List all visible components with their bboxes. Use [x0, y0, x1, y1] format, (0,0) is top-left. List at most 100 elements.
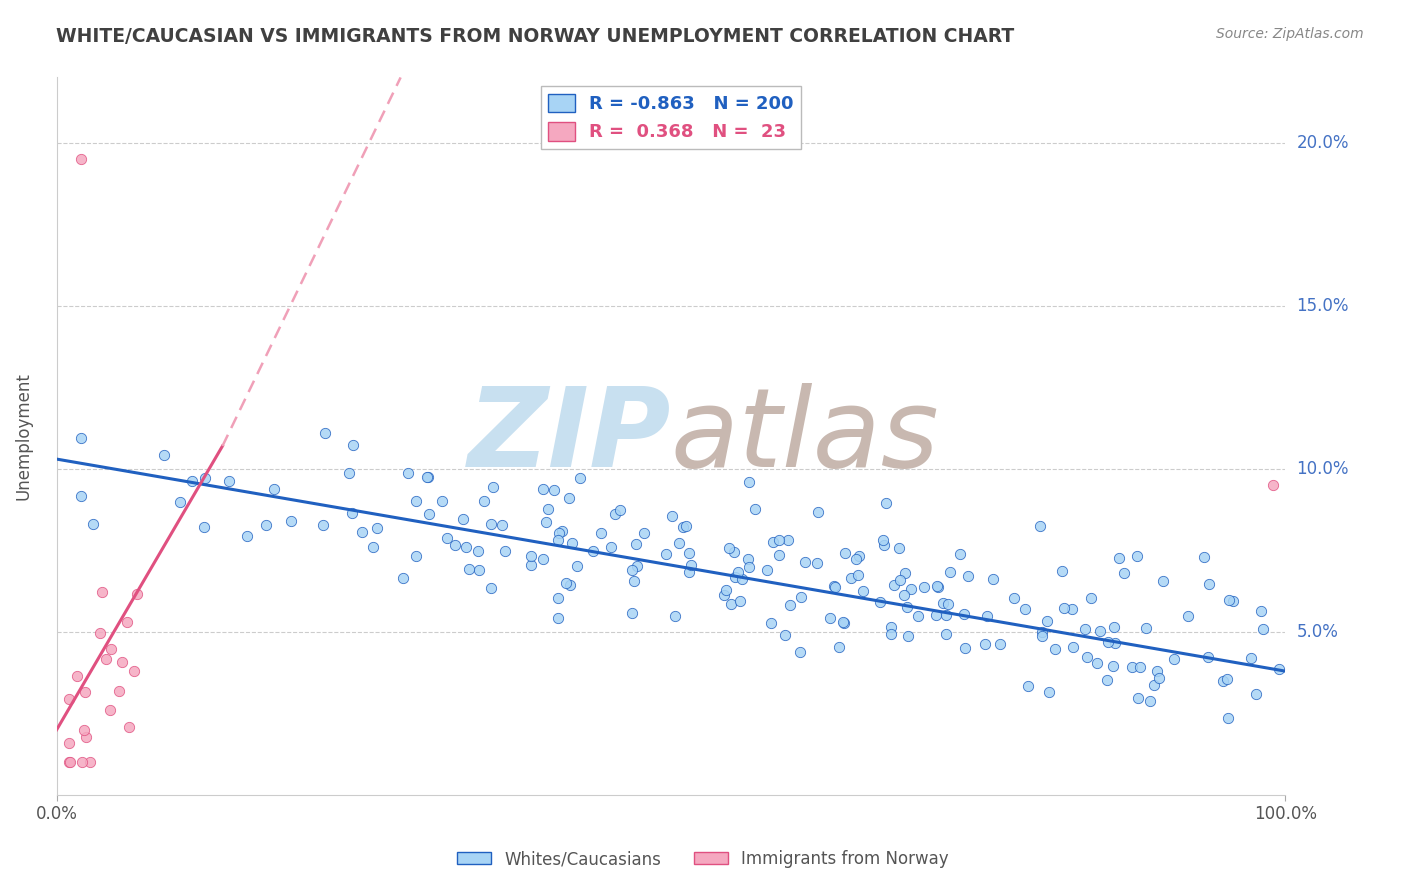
Point: [534, 515, 557, 529]
Point: [89, 626, 111, 640]
Point: [537, 502, 560, 516]
Point: [939, 565, 962, 579]
Point: [458, 562, 481, 576]
Point: [418, 469, 440, 483]
Point: [531, 552, 554, 566]
Point: [887, 541, 910, 555]
Point: [893, 588, 915, 602]
Text: 10.0%: 10.0%: [1296, 460, 1348, 478]
Point: [848, 549, 870, 564]
Point: [547, 591, 569, 606]
Point: [98, 703, 121, 717]
Point: [79, 756, 101, 770]
Point: [1222, 594, 1244, 608]
Point: [560, 578, 582, 592]
Point: [558, 491, 581, 505]
Point: [713, 588, 735, 602]
Point: [263, 482, 285, 496]
Point: [1240, 651, 1263, 665]
Legend: R = -0.863   N = 200, R =  0.368   N =  23: R = -0.863 N = 200, R = 0.368 N = 23: [541, 87, 801, 149]
Point: [1104, 636, 1126, 650]
Point: [730, 572, 752, 586]
Point: [94, 652, 117, 666]
Point: [1031, 629, 1053, 643]
Point: [342, 438, 364, 452]
Point: [661, 509, 683, 524]
Point: [312, 518, 335, 533]
Point: [1038, 685, 1060, 699]
Point: [600, 540, 623, 554]
Point: [664, 608, 686, 623]
Point: [623, 574, 645, 588]
Point: [820, 610, 842, 624]
Point: [633, 525, 655, 540]
Point: [875, 496, 897, 510]
Point: [430, 494, 453, 508]
Point: [193, 520, 215, 534]
Text: ZIP: ZIP: [467, 383, 671, 490]
Point: [1035, 614, 1057, 628]
Point: [678, 546, 700, 560]
Point: [672, 520, 695, 534]
Point: [724, 570, 747, 584]
Point: [823, 579, 845, 593]
Point: [727, 565, 749, 579]
Point: [418, 507, 440, 521]
Point: [396, 467, 419, 481]
Point: [880, 627, 903, 641]
Point: [668, 535, 690, 549]
Point: [169, 495, 191, 509]
Point: [1080, 591, 1102, 605]
Point: [90, 584, 112, 599]
Point: [761, 615, 783, 630]
Point: [852, 583, 875, 598]
Point: [839, 571, 862, 585]
Point: [1097, 635, 1119, 649]
Text: 20.0%: 20.0%: [1296, 134, 1348, 152]
Point: [1101, 658, 1123, 673]
Point: [340, 506, 363, 520]
Point: [1031, 625, 1053, 640]
Point: [1126, 549, 1149, 563]
Point: [547, 610, 569, 624]
Point: [1043, 642, 1066, 657]
Point: [896, 600, 918, 615]
Point: [889, 573, 911, 587]
Point: [58, 756, 80, 770]
Point: [925, 607, 948, 622]
Point: [1216, 672, 1239, 686]
Point: [1139, 694, 1161, 708]
Point: [444, 538, 467, 552]
Point: [1267, 662, 1289, 676]
Point: [678, 565, 700, 579]
Point: [474, 493, 496, 508]
Point: [832, 616, 855, 631]
Point: [479, 517, 502, 532]
Point: [547, 525, 569, 540]
Point: [834, 546, 856, 560]
Point: [70, 489, 93, 503]
Point: [236, 529, 259, 543]
Point: [491, 518, 513, 533]
Point: [773, 628, 796, 642]
Point: [118, 720, 141, 734]
Text: Source: ZipAtlas.com: Source: ZipAtlas.com: [1216, 27, 1364, 41]
Point: [352, 524, 374, 539]
Point: [70, 152, 93, 166]
Point: [824, 580, 846, 594]
Point: [1095, 673, 1118, 687]
Point: [1014, 602, 1036, 616]
Point: [519, 558, 541, 573]
Point: [900, 582, 922, 596]
Point: [73, 723, 96, 737]
Point: [254, 518, 277, 533]
Point: [609, 502, 631, 516]
Point: [479, 581, 502, 595]
Point: [76, 730, 98, 744]
Point: [894, 566, 917, 580]
Point: [115, 615, 138, 630]
Point: [1143, 678, 1166, 692]
Point: [738, 475, 761, 490]
Point: [768, 548, 790, 562]
Point: [1074, 623, 1097, 637]
